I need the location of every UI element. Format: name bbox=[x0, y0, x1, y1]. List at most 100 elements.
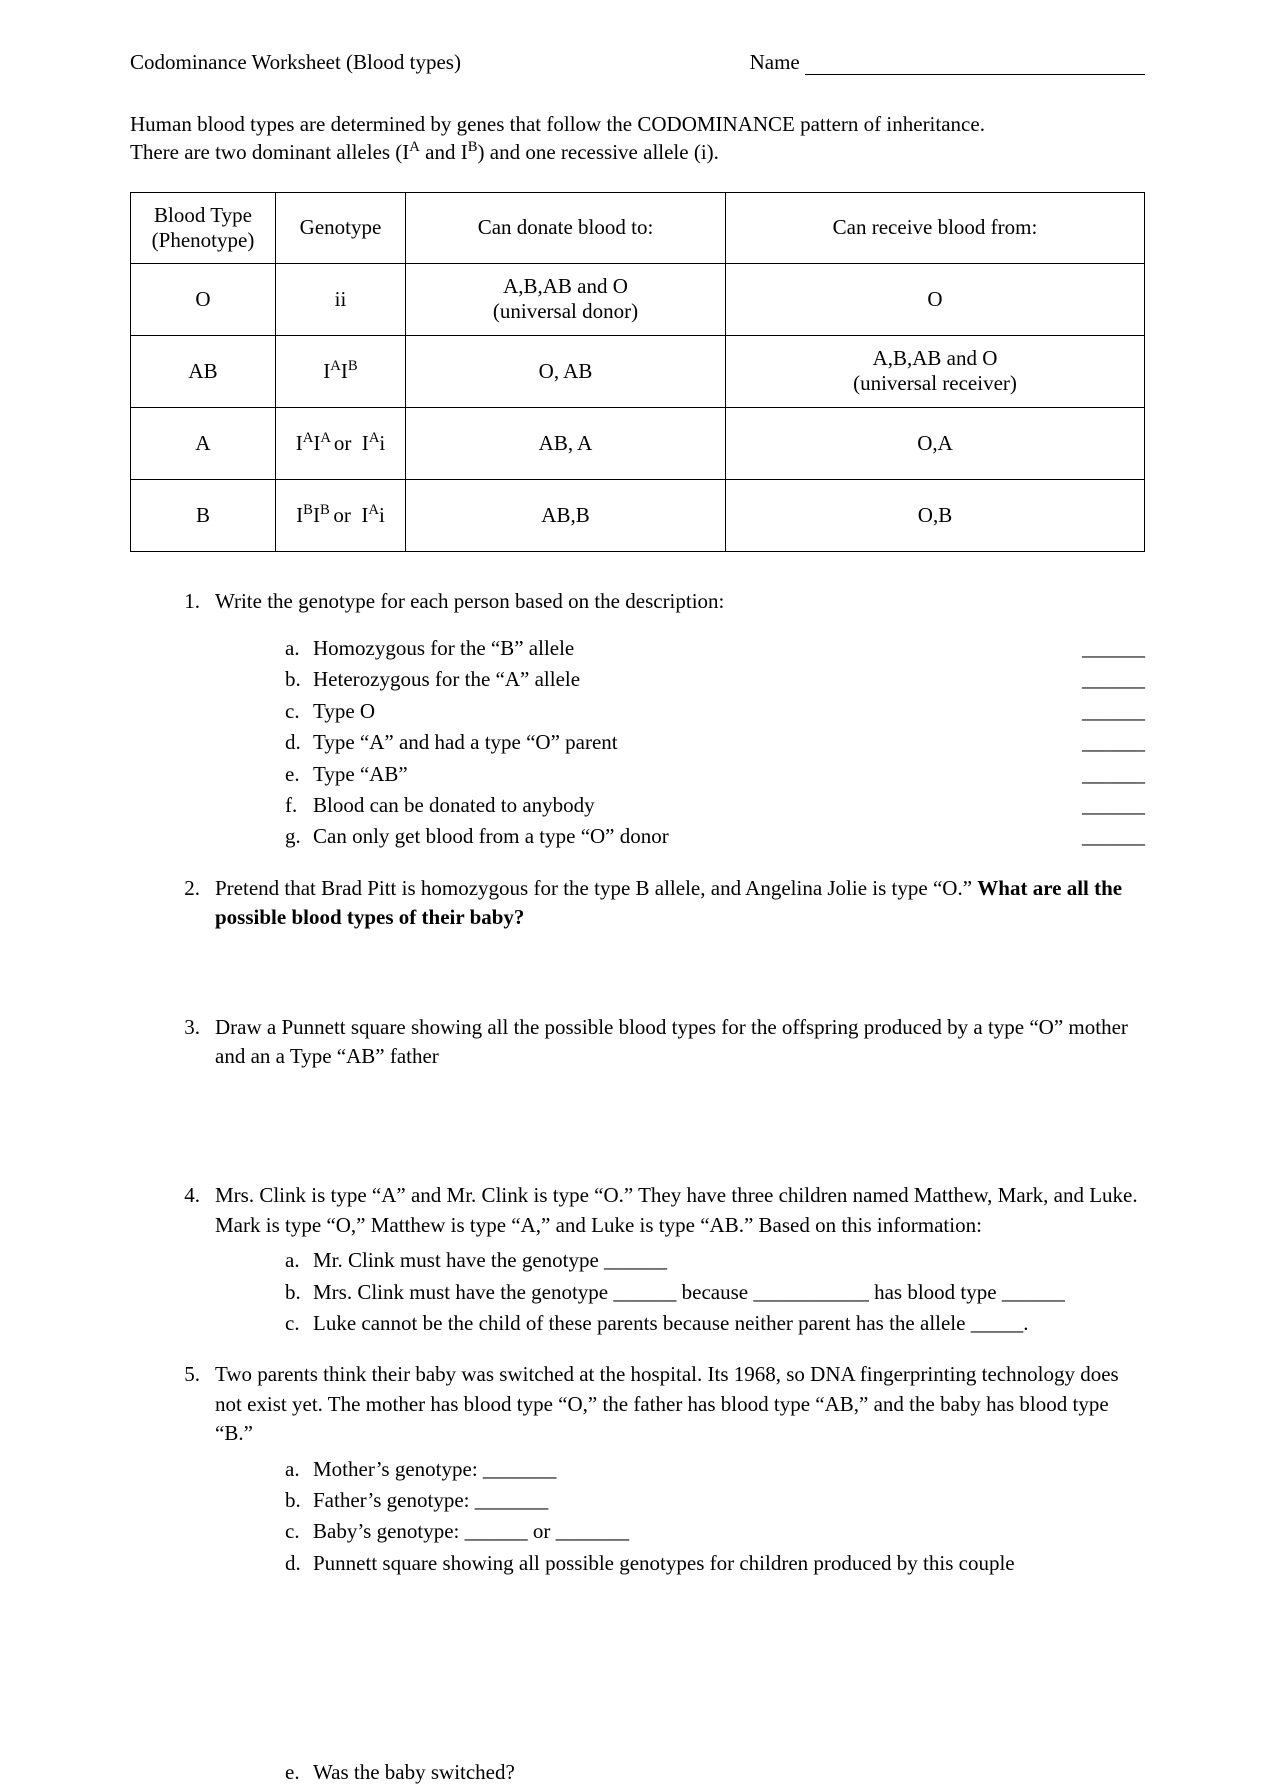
sub-text: Luke cannot be the child of these parent… bbox=[313, 1309, 1145, 1338]
cell-bt: B bbox=[131, 479, 276, 551]
sub-text: Type “A” and had a type “O” parent______ bbox=[313, 728, 1145, 757]
question-5: 5. Two parents think their baby was swit… bbox=[180, 1360, 1145, 1789]
cell-bt: O bbox=[131, 263, 276, 335]
sub-text: Homozygous for the “B” allele______ bbox=[313, 634, 1145, 663]
q1-body: Write the genotype for each person based… bbox=[215, 587, 1145, 854]
q1-item-text: Heterozygous for the “A” allele bbox=[313, 665, 1075, 694]
q4c-t2: . bbox=[1023, 1311, 1028, 1335]
question-2: 2. Pretend that Brad Pitt is homozygous … bbox=[180, 874, 1145, 933]
question-4: 4. Mrs. Clink is type “A” and Mr. Clink … bbox=[180, 1181, 1145, 1340]
q5-text: Two parents think their baby was switche… bbox=[215, 1362, 1119, 1445]
answer-blank: ______ bbox=[1075, 760, 1145, 789]
sub-item: c.Baby’s genotype: ______ or _______ bbox=[285, 1517, 1145, 1546]
intro-line2b: and I bbox=[420, 140, 468, 164]
q5-sublist: a.Mother’s genotype: _______ b.Father’s … bbox=[215, 1455, 1145, 1788]
cell-donate: AB,B bbox=[406, 479, 726, 551]
cell-geno: IAIA or IAi bbox=[276, 407, 406, 479]
q2-num: 2. bbox=[180, 874, 215, 933]
sub-letter: c. bbox=[285, 697, 313, 726]
q5d-t: Punnett square showing all possible geno… bbox=[313, 1549, 1145, 1578]
sub-letter: f. bbox=[285, 791, 313, 820]
name-label: Name bbox=[750, 50, 800, 74]
sub-letter: b. bbox=[285, 665, 313, 694]
q5e-t: Was the baby switched? bbox=[313, 1758, 1145, 1787]
sub-letter: d. bbox=[285, 1549, 313, 1578]
sub-letter: d. bbox=[285, 728, 313, 757]
cell-receive: O bbox=[726, 263, 1145, 335]
q3-num: 3. bbox=[180, 1013, 215, 1072]
q1-text: Write the genotype for each person based… bbox=[215, 587, 1145, 616]
table-row: AB IAIB O, AB A,B,AB and O (universal re… bbox=[131, 335, 1145, 407]
answer-blank: ______ bbox=[1075, 665, 1145, 694]
q5b-t: Father’s genotype: bbox=[313, 1488, 475, 1512]
sub-item: d.Punnett square showing all possible ge… bbox=[285, 1549, 1145, 1578]
sub-letter: g. bbox=[285, 822, 313, 851]
q4-sublist: a.Mr. Clink must have the genotype _____… bbox=[215, 1246, 1145, 1338]
q1-item-text: Type O bbox=[313, 697, 1075, 726]
cell-donate-b: (universal donor) bbox=[493, 299, 638, 323]
th-receive: Can receive blood from: bbox=[726, 192, 1145, 263]
q2-text-a: Pretend that Brad Pitt is homozygous for… bbox=[215, 876, 977, 900]
th-phenotype: Blood Type (Phenotype) bbox=[131, 192, 276, 263]
sub-item: c.Luke cannot be the child of these pare… bbox=[285, 1309, 1145, 1338]
sub-item: d.Type “A” and had a type “O” parent____… bbox=[285, 728, 1145, 757]
cell-donate: AB, A bbox=[406, 407, 726, 479]
blood-type-table: Blood Type (Phenotype) Genotype Can dona… bbox=[130, 192, 1145, 552]
sub-letter: c. bbox=[285, 1517, 313, 1546]
table-row: B IBIB or IAi AB,B O,B bbox=[131, 479, 1145, 551]
intro-line1: Human blood types are determined by gene… bbox=[130, 112, 985, 136]
cell-bt: AB bbox=[131, 335, 276, 407]
sub-text: Type O______ bbox=[313, 697, 1145, 726]
sub-item: g.Can only get blood from a type “O” don… bbox=[285, 822, 1145, 851]
sub-letter: e. bbox=[285, 1758, 313, 1787]
sub-letter: a. bbox=[285, 1455, 313, 1484]
cell-receive: A,B,AB and O (universal receiver) bbox=[726, 335, 1145, 407]
sub-letter: a. bbox=[285, 1246, 313, 1275]
q1-num: 1. bbox=[180, 587, 215, 854]
q4c-t1: Luke cannot be the child of these parent… bbox=[313, 1311, 971, 1335]
th-phenotype-a: Blood Type bbox=[154, 203, 252, 227]
name-field: Name bbox=[750, 50, 1145, 75]
sub-letter: a. bbox=[285, 634, 313, 663]
sub-text: Father’s genotype: _______ bbox=[313, 1486, 1145, 1515]
th-phenotype-b: (Phenotype) bbox=[152, 228, 255, 252]
q5c-t1: Baby’s genotype: bbox=[313, 1519, 465, 1543]
worksheet-title: Codominance Worksheet (Blood types) bbox=[130, 50, 461, 75]
cell-receive: O,B bbox=[726, 479, 1145, 551]
cell-donate: A,B,AB and O (universal donor) bbox=[406, 263, 726, 335]
answer-blank: ______ bbox=[1075, 634, 1145, 663]
sub-text: Mrs. Clink must have the genotype ______… bbox=[313, 1278, 1145, 1307]
q5a-t: Mother’s genotype: bbox=[313, 1457, 483, 1481]
sub-text: Type “AB”______ bbox=[313, 760, 1145, 789]
sub-letter: b. bbox=[285, 1486, 313, 1515]
question-3: 3. Draw a Punnett square showing all the… bbox=[180, 1013, 1145, 1072]
q1-item-text: Type “AB” bbox=[313, 760, 1075, 789]
q2-body: Pretend that Brad Pitt is homozygous for… bbox=[215, 874, 1145, 933]
intro-sup-a: A bbox=[409, 139, 420, 155]
sub-letter: b. bbox=[285, 1278, 313, 1307]
sub-text: Blood can be donated to anybody______ bbox=[313, 791, 1145, 820]
sub-letter: e. bbox=[285, 760, 313, 789]
cell-receive: O,A bbox=[726, 407, 1145, 479]
q1-item-text: Type “A” and had a type “O” parent bbox=[313, 728, 1075, 757]
answer-blank: ______ bbox=[1075, 697, 1145, 726]
sub-letter: c. bbox=[285, 1309, 313, 1338]
sub-text: Mr. Clink must have the genotype ______ bbox=[313, 1246, 1145, 1275]
q1-item-text: Homozygous for the “B” allele bbox=[313, 634, 1075, 663]
q5-num: 5. bbox=[180, 1360, 215, 1789]
cell-receive-a: A,B,AB and O bbox=[873, 346, 998, 370]
sub-text: Heterozygous for the “A” allele______ bbox=[313, 665, 1145, 694]
table-row: O ii A,B,AB and O (universal donor) O bbox=[131, 263, 1145, 335]
sub-item: f.Blood can be donated to anybody______ bbox=[285, 791, 1145, 820]
q4a-t1: Mr. Clink must have the genotype bbox=[313, 1248, 604, 1272]
cell-geno: IAIB bbox=[276, 335, 406, 407]
answer-blank: ______ bbox=[1075, 728, 1145, 757]
worksheet-header: Codominance Worksheet (Blood types) Name bbox=[130, 50, 1145, 75]
intro-paragraph: Human blood types are determined by gene… bbox=[130, 110, 1145, 167]
sub-item: b.Mrs. Clink must have the genotype ____… bbox=[285, 1278, 1145, 1307]
questions-section: 1. Write the genotype for each person ba… bbox=[130, 587, 1145, 1789]
cell-donate-a: A,B,AB and O bbox=[503, 274, 628, 298]
sub-text: Mother’s genotype: _______ bbox=[313, 1455, 1145, 1484]
q4b-t1: Mrs. Clink must have the genotype bbox=[313, 1280, 613, 1304]
th-genotype: Genotype bbox=[276, 192, 406, 263]
